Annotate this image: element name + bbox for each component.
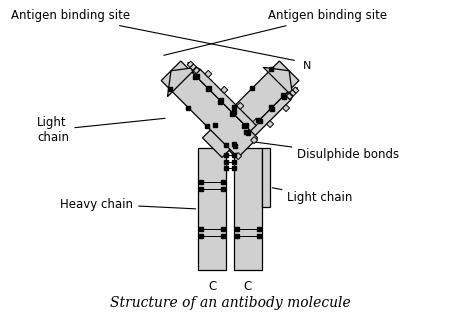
Text: Antigen binding site: Antigen binding site — [164, 9, 387, 55]
Polygon shape — [262, 148, 270, 207]
Text: C: C — [244, 280, 252, 293]
Text: Antigen binding site: Antigen binding site — [10, 9, 294, 60]
Text: Heavy chain: Heavy chain — [60, 198, 196, 211]
Text: Structure of an antibody molecule: Structure of an antibody molecule — [109, 296, 350, 310]
Polygon shape — [193, 67, 200, 74]
Polygon shape — [264, 67, 292, 97]
Polygon shape — [266, 121, 273, 128]
Text: N: N — [303, 61, 311, 71]
Polygon shape — [161, 61, 258, 157]
Polygon shape — [283, 105, 290, 112]
Polygon shape — [234, 148, 262, 270]
Polygon shape — [253, 118, 260, 125]
Polygon shape — [221, 86, 228, 93]
Text: Light
chain: Light chain — [37, 116, 165, 144]
Text: Disulphide bonds: Disulphide bonds — [241, 140, 400, 161]
Polygon shape — [235, 152, 242, 160]
Polygon shape — [237, 102, 244, 109]
Polygon shape — [199, 148, 226, 270]
Polygon shape — [285, 88, 298, 100]
Text: Light chain: Light chain — [273, 188, 353, 203]
Text: C: C — [208, 280, 217, 293]
Polygon shape — [190, 64, 196, 70]
Polygon shape — [195, 69, 256, 131]
Polygon shape — [167, 67, 197, 97]
Polygon shape — [292, 87, 299, 93]
Polygon shape — [187, 61, 193, 67]
Polygon shape — [251, 136, 258, 144]
Polygon shape — [205, 70, 212, 77]
Polygon shape — [202, 61, 299, 157]
Polygon shape — [286, 93, 292, 100]
Polygon shape — [188, 62, 201, 75]
Polygon shape — [290, 90, 296, 96]
Polygon shape — [229, 95, 291, 156]
